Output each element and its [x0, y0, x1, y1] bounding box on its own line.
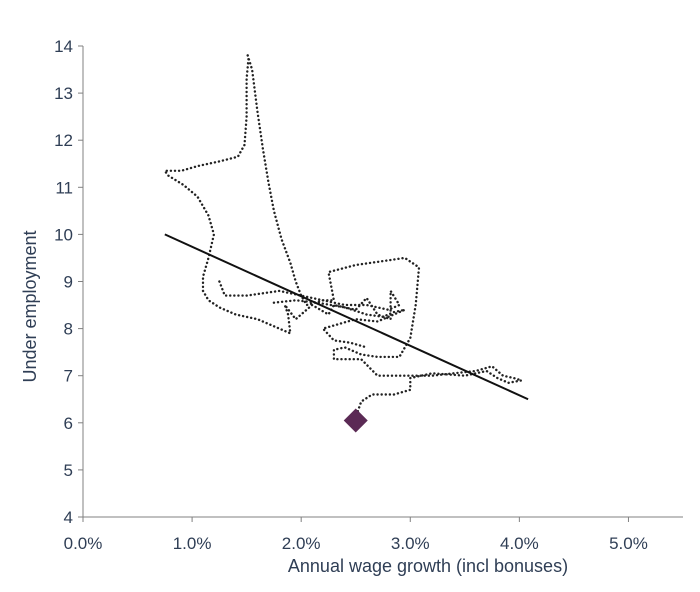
- y-tick-label: 12: [54, 131, 73, 150]
- y-tick-label: 4: [64, 508, 73, 527]
- highlight-point-diamond: [343, 408, 368, 433]
- x-axis-title: Annual wage growth (incl bonuses): [288, 556, 568, 576]
- x-tick-label: 0.0%: [64, 534, 103, 553]
- data-series-path: [218, 256, 523, 420]
- y-tick-label: 10: [54, 225, 73, 244]
- x-tick-label: 2.0%: [282, 534, 321, 553]
- trend-line: [164, 233, 529, 401]
- y-axis-title: Under employment: [20, 230, 40, 382]
- data-series-path: [163, 54, 401, 335]
- y-axis-ticks: 4 5 6 7 8 9 10 11 12 13 14: [54, 37, 83, 527]
- x-tick-label: 1.0%: [173, 534, 212, 553]
- x-tick-label: 3.0%: [391, 534, 430, 553]
- y-tick-label: 5: [64, 461, 73, 480]
- y-tick-label: 9: [64, 273, 73, 292]
- data-series-path: [272, 299, 406, 349]
- y-tick-label: 6: [64, 414, 73, 433]
- x-axis-ticks: 0.0% 1.0% 2.0% 3.0% 4.0% 5.0%: [64, 517, 648, 553]
- x-tick-label: 5.0%: [609, 534, 648, 553]
- x-tick-label: 4.0%: [500, 534, 539, 553]
- y-tick-label: 13: [54, 84, 73, 103]
- y-tick-label: 8: [64, 320, 73, 339]
- y-tick-label: 7: [64, 367, 73, 386]
- y-tick-label: 11: [55, 178, 73, 197]
- y-tick-label: 14: [54, 37, 73, 56]
- data-series-layer: [163, 54, 523, 420]
